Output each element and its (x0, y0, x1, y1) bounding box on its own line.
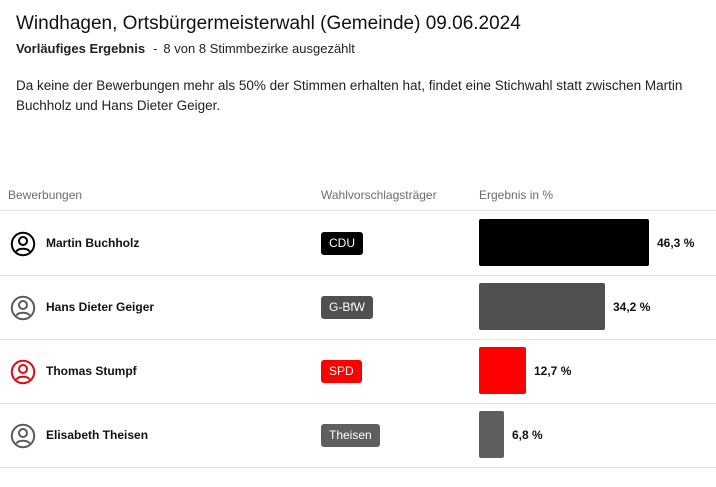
runoff-notice: Da keine der Bewerbungen mehr als 50% de… (16, 78, 683, 113)
table-row: Elisabeth Theisen Theisen 6,8 % (0, 403, 716, 468)
result-percent: 34,2 % (613, 300, 651, 314)
table-header: Bewerbungen Wahlvorschlagsträger Ergebni… (0, 184, 716, 211)
result-status: Vorläufiges Ergebnis -8 von 8 Stimmbezirk… (16, 41, 355, 56)
person-circle-icon (10, 231, 36, 257)
person-circle-icon (10, 359, 36, 385)
candidate-name: Hans Dieter Geiger (46, 300, 155, 314)
count-text: 8 von 8 Stimmbezirke ausgezählt (163, 41, 355, 56)
column-header-result: Ergebnis in % (479, 188, 554, 202)
table-row: Hans Dieter Geiger G-BfW 34,2 % (0, 275, 716, 340)
party-badge: Theisen (321, 424, 380, 447)
candidate-name: Martin Buchholz (46, 236, 140, 250)
status-label: Vorläufiges Ergebnis (16, 41, 146, 56)
result-bar (479, 411, 504, 458)
result-bar (479, 219, 649, 266)
party-badge: SPD (321, 360, 362, 383)
column-header-candidates: Bewerbungen (8, 188, 83, 202)
result-bar (479, 347, 526, 394)
result-percent: 46,3 % (657, 236, 695, 250)
result-bar (479, 283, 605, 330)
candidate-name: Thomas Stumpf (46, 364, 137, 378)
status-separator: - (153, 41, 158, 56)
candidate-name: Elisabeth Theisen (46, 428, 149, 442)
column-header-party: Wahlvorschlagsträger (321, 188, 437, 202)
party-badge: G-BfW (321, 296, 373, 319)
page-title: Windhagen, Ortsbürgermeisterwahl (Gemein… (16, 13, 521, 34)
person-circle-icon (10, 295, 36, 321)
party-badge: CDU (321, 232, 363, 255)
person-circle-icon (10, 423, 36, 449)
table-row: Thomas Stumpf SPD 12,7 % (0, 339, 716, 404)
result-percent: 6,8 % (512, 428, 543, 442)
table-row: Martin Buchholz CDU 46,3 % (0, 211, 716, 276)
result-percent: 12,7 % (534, 364, 572, 378)
